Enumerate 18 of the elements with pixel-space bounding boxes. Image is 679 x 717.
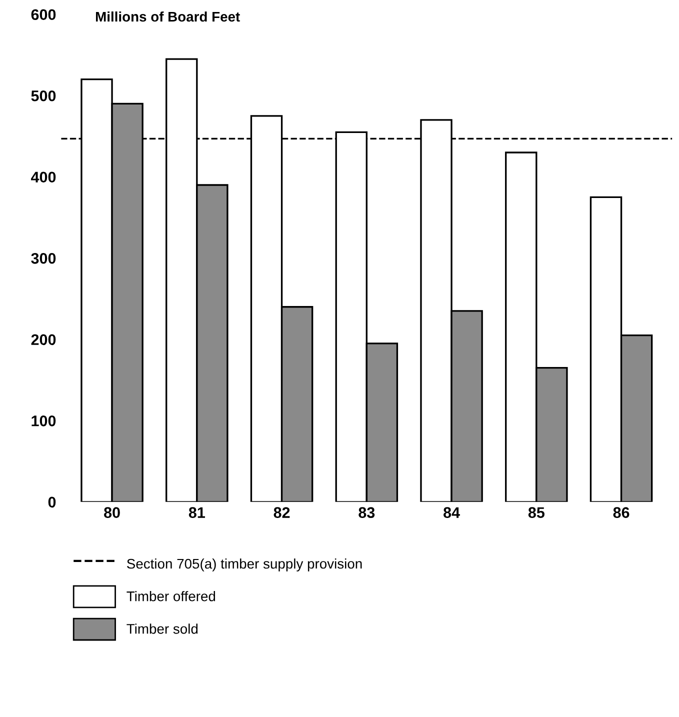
y-axis-title: Millions of Board Feet (96, 11, 240, 22)
x-tick-label: 81 (188, 507, 205, 518)
x-tick-label: 84 (444, 507, 460, 518)
y-tick-label: 200 (31, 334, 56, 346)
x-tick-label: 80 (104, 507, 120, 518)
y-tick-label: 100 (32, 416, 56, 426)
x-tick-label: 86 (613, 507, 630, 518)
legend-label: Timber sold (126, 624, 198, 634)
y-tick-label: 300 (31, 252, 56, 264)
x-tick-label: 85 (528, 507, 544, 518)
legend-label: Section 705(a) timber supply provision (127, 558, 362, 572)
y-tick-label: 0 (48, 496, 56, 508)
x-tick-label: 83 (358, 507, 375, 518)
x-tick-label: 82 (274, 507, 290, 518)
y-tick-label: 400 (30, 172, 56, 183)
legend-label: Timber offered (126, 591, 216, 602)
y-tick-label: 600 (31, 9, 56, 20)
y-tick-label: 500 (31, 90, 56, 102)
